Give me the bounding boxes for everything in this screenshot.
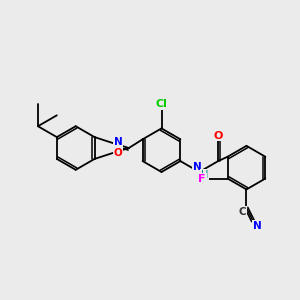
Text: F: F xyxy=(198,173,206,184)
Text: O: O xyxy=(114,148,123,158)
Text: N: N xyxy=(253,221,261,231)
Text: H: H xyxy=(200,170,208,180)
Text: N: N xyxy=(193,162,202,172)
Text: O: O xyxy=(213,130,223,140)
Text: Cl: Cl xyxy=(156,99,167,109)
Text: N: N xyxy=(114,137,123,147)
Text: C: C xyxy=(239,207,246,217)
